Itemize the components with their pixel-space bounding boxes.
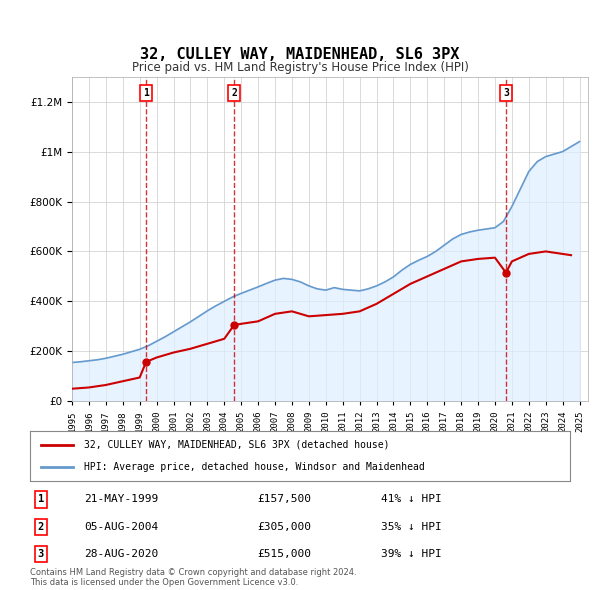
Text: 35% ↓ HPI: 35% ↓ HPI: [381, 522, 442, 532]
Text: 3: 3: [38, 549, 44, 559]
Text: 28-AUG-2020: 28-AUG-2020: [84, 549, 158, 559]
Text: 1: 1: [143, 88, 149, 98]
Text: 41% ↓ HPI: 41% ↓ HPI: [381, 494, 442, 504]
Text: 32, CULLEY WAY, MAIDENHEAD, SL6 3PX: 32, CULLEY WAY, MAIDENHEAD, SL6 3PX: [140, 47, 460, 62]
Text: £157,500: £157,500: [257, 494, 311, 504]
Text: 05-AUG-2004: 05-AUG-2004: [84, 522, 158, 532]
Text: HPI: Average price, detached house, Windsor and Maidenhead: HPI: Average price, detached house, Wind…: [84, 462, 425, 472]
Text: 39% ↓ HPI: 39% ↓ HPI: [381, 549, 442, 559]
Text: 3: 3: [503, 88, 509, 98]
Text: 2: 2: [38, 522, 44, 532]
Text: Price paid vs. HM Land Registry's House Price Index (HPI): Price paid vs. HM Land Registry's House …: [131, 61, 469, 74]
Text: 1: 1: [38, 494, 44, 504]
Text: 32, CULLEY WAY, MAIDENHEAD, SL6 3PX (detached house): 32, CULLEY WAY, MAIDENHEAD, SL6 3PX (det…: [84, 440, 389, 450]
Text: Contains HM Land Registry data © Crown copyright and database right 2024.
This d: Contains HM Land Registry data © Crown c…: [30, 568, 356, 587]
Text: 21-MAY-1999: 21-MAY-1999: [84, 494, 158, 504]
Text: £515,000: £515,000: [257, 549, 311, 559]
Text: £305,000: £305,000: [257, 522, 311, 532]
Text: 2: 2: [231, 88, 237, 98]
